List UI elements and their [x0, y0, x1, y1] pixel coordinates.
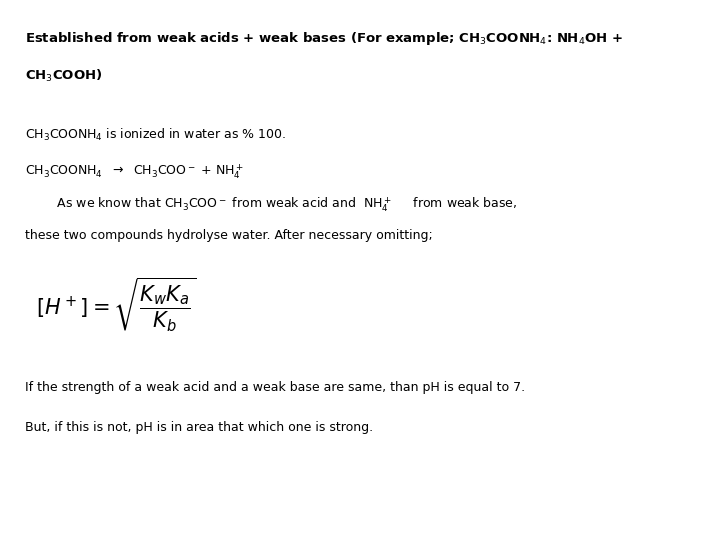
Text: these two compounds hydrolyse water. After necessary omitting;: these two compounds hydrolyse water. Aft…	[25, 230, 433, 242]
Text: CH$_3$COONH$_4$ is ionized in water as % 100.: CH$_3$COONH$_4$ is ionized in water as %…	[25, 127, 286, 143]
Text: As we know that CH$_3$COO$^-$ from weak acid and  NH$_4^+$     from weak base,: As we know that CH$_3$COO$^-$ from weak …	[25, 195, 518, 214]
Text: But, if this is not, pH is in area that which one is strong.: But, if this is not, pH is in area that …	[25, 421, 374, 434]
Text: $[H^+] = \sqrt{\dfrac{K_w K_a}{K_b}}$: $[H^+] = \sqrt{\dfrac{K_w K_a}{K_b}}$	[36, 275, 196, 333]
Text: Established from weak acids + weak bases (For example; CH$_3$COONH$_4$: NH$_4$OH: Established from weak acids + weak bases…	[25, 30, 623, 46]
Text: If the strength of a weak acid and a weak base are same, than pH is equal to 7.: If the strength of a weak acid and a wea…	[25, 381, 526, 394]
Text: CH$_3$COOH): CH$_3$COOH)	[25, 68, 103, 84]
Text: CH$_3$COONH$_4$  $\rightarrow$  CH$_3$COO$^-$ + NH$_4^+$: CH$_3$COONH$_4$ $\rightarrow$ CH$_3$COO$…	[25, 162, 244, 181]
